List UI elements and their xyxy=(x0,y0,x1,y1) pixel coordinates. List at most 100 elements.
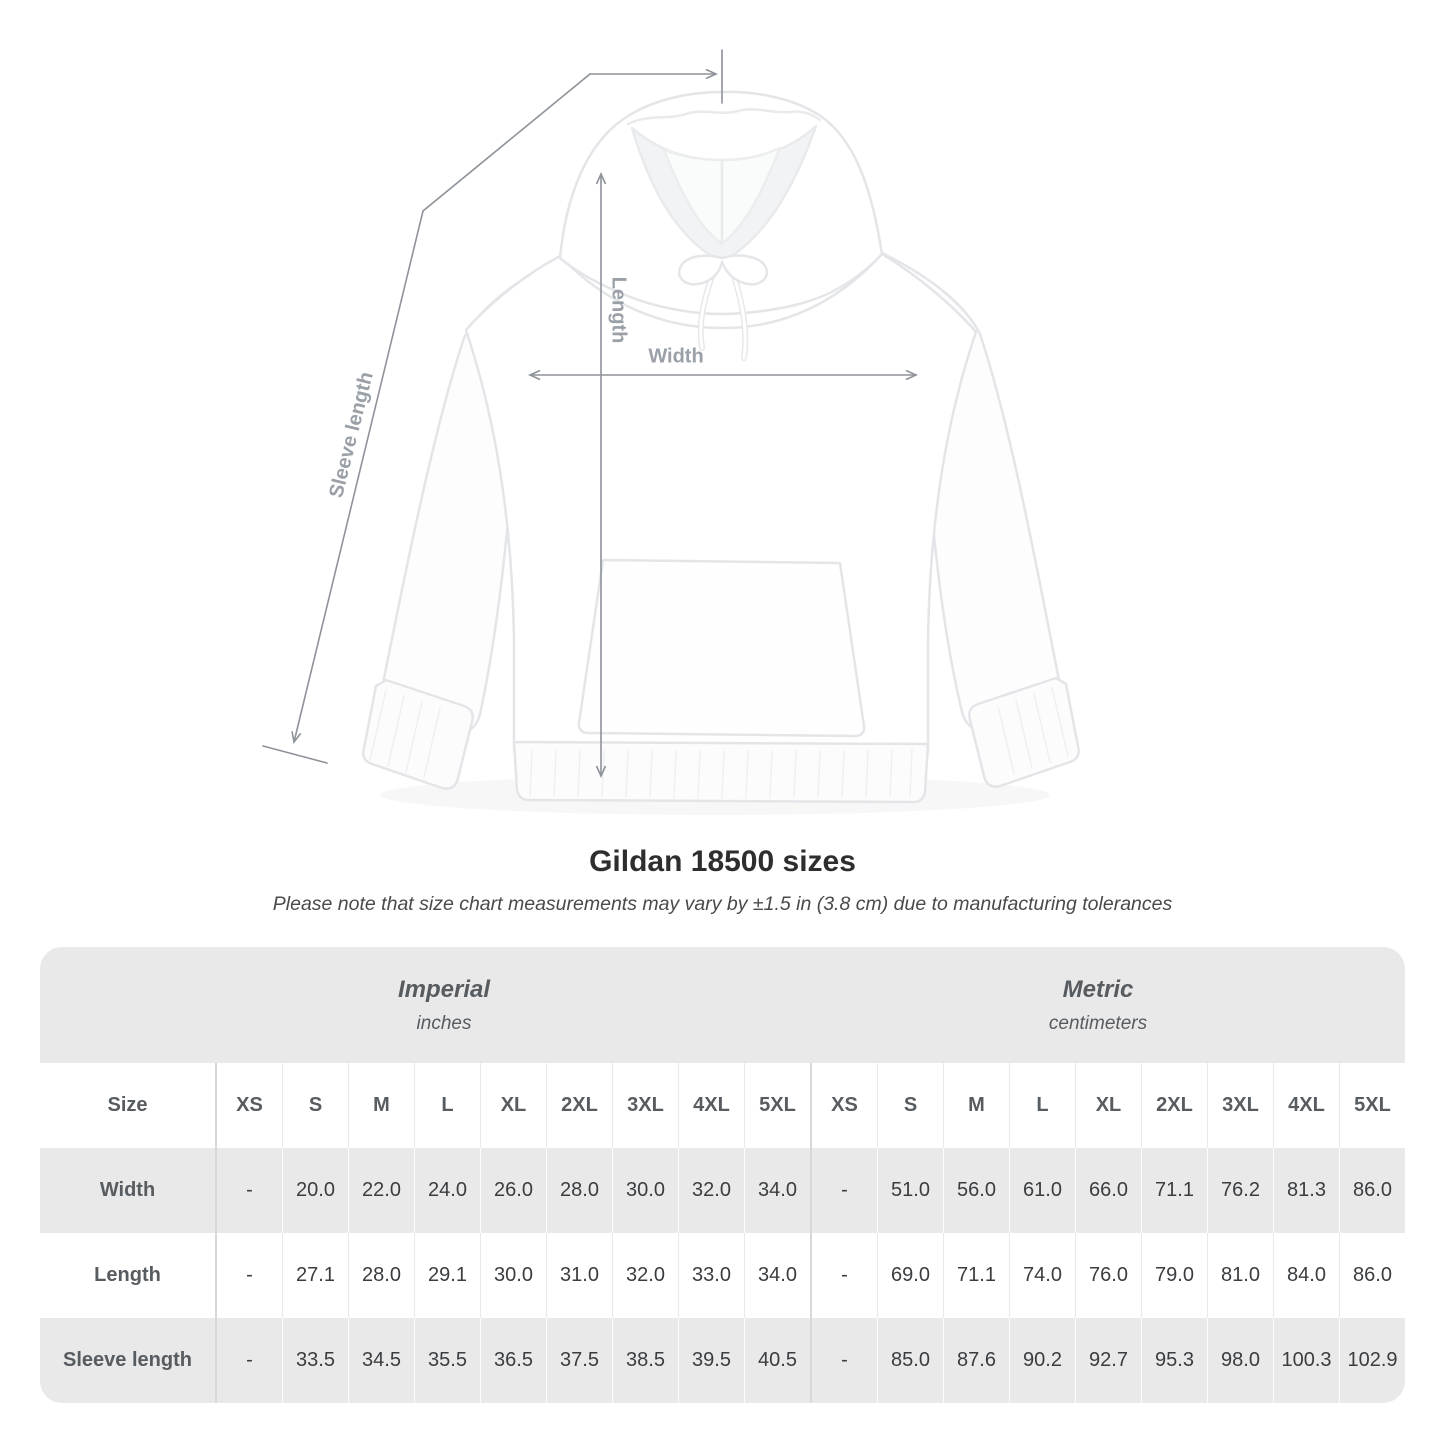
value-cell: 74.0 xyxy=(1009,1233,1075,1318)
size-header-cell: 3XL xyxy=(1207,1063,1273,1148)
size-table: Imperial inches Metric centimeters Size … xyxy=(40,947,1405,1403)
value-cell: 33.5 xyxy=(282,1318,348,1403)
value-cell: - xyxy=(215,1233,282,1318)
value-cell: 37.5 xyxy=(546,1318,612,1403)
width-row: Width -20.0 22.0 24.0 26.0 28.0 30.0 32.0 34.0 … xyxy=(40,1148,1405,1233)
value-cell: 40.5 xyxy=(744,1318,810,1403)
sleeve-length-row: Sleeve length -33.5 34.5 35.5 36.5 37.5 38.5 3… xyxy=(40,1318,1405,1403)
value-cell: 71.1 xyxy=(1141,1148,1207,1233)
value-cell: 100.3 xyxy=(1273,1318,1339,1403)
value-cell: 92.7 xyxy=(1075,1318,1141,1403)
value-cell: 38.5 xyxy=(612,1318,678,1403)
width-metric-values: -51.0 56.0 61.0 66.0 71.1 76.2 81.3 86.0 xyxy=(810,1148,1405,1233)
tolerance-note: Please note that size chart measurements… xyxy=(272,893,1173,915)
sleeve-metric-values: -85.0 87.6 90.2 92.7 95.3 98.0 100.3 102.9 xyxy=(810,1318,1405,1403)
value-cell: 34.0 xyxy=(744,1233,810,1318)
value-cell: 28.0 xyxy=(546,1148,612,1233)
value-cell: 34.0 xyxy=(744,1148,810,1233)
value-cell: 86.0 xyxy=(1339,1233,1405,1318)
value-cell: 85.0 xyxy=(877,1318,943,1403)
value-cell: 79.0 xyxy=(1141,1233,1207,1318)
size-header-cell: 4XL xyxy=(678,1063,744,1148)
value-cell: 86.0 xyxy=(1339,1148,1405,1233)
value-cell: 61.0 xyxy=(1009,1148,1075,1233)
hoodie-illustration xyxy=(262,49,1080,804)
value-cell: - xyxy=(810,1233,877,1318)
value-cell: 24.0 xyxy=(414,1148,480,1233)
group-title-metric: Metric centimeters xyxy=(1049,947,1147,1063)
value-cell: 34.5 xyxy=(348,1318,414,1403)
size-header-cell: 2XL xyxy=(546,1063,612,1148)
length-metric-values: -69.0 71.1 74.0 76.0 79.0 81.0 84.0 86.0 xyxy=(810,1233,1405,1318)
group-unit: inches xyxy=(416,1012,472,1034)
length-row: Length -27.1 28.0 29.1 30.0 31.0 32.0 33.0 34.0… xyxy=(40,1233,1405,1318)
size-header-row: Size XS S M L XL 2XL 3XL 4XL 5XL XS S M L XL 2XL 3XL 4X… xyxy=(40,1063,1405,1148)
value-cell: 95.3 xyxy=(1141,1318,1207,1403)
page-title: Gildan 18500 sizes xyxy=(589,845,856,878)
value-cell: 27.1 xyxy=(282,1233,348,1318)
group-name: Metric xyxy=(1062,975,1134,1003)
value-cell: 76.0 xyxy=(1075,1233,1141,1318)
hood-rim xyxy=(626,108,822,126)
value-cell: 102.9 xyxy=(1339,1318,1405,1403)
table-header-band: Imperial inches Metric centimeters xyxy=(40,947,1405,1063)
value-cell: 76.2 xyxy=(1207,1148,1273,1233)
value-cell: - xyxy=(810,1148,877,1233)
size-header-cell: S xyxy=(877,1063,943,1148)
value-cell: 56.0 xyxy=(943,1148,1009,1233)
group-title-imperial: Imperial inches xyxy=(398,947,490,1063)
metric-size-headers: XS S M L XL 2XL 3XL 4XL 5XL xyxy=(810,1063,1405,1148)
value-cell: - xyxy=(810,1318,877,1403)
value-cell: 66.0 xyxy=(1075,1148,1141,1233)
left-cuff xyxy=(362,678,474,790)
size-header-cell: XS xyxy=(810,1063,877,1148)
length-imperial-values: -27.1 28.0 29.1 30.0 31.0 32.0 33.0 34.0 xyxy=(215,1233,810,1318)
value-cell: 30.0 xyxy=(480,1233,546,1318)
size-header-cell: L xyxy=(414,1063,480,1148)
size-header-cell: 4XL xyxy=(1273,1063,1339,1148)
imperial-size-headers: XS S M L XL 2XL 3XL 4XL 5XL xyxy=(215,1063,810,1148)
row-label-width: Width xyxy=(99,1179,156,1201)
value-cell: 29.1 xyxy=(414,1233,480,1318)
value-cell: 35.5 xyxy=(414,1318,480,1403)
value-cell: 36.5 xyxy=(480,1318,546,1403)
group-unit: centimeters xyxy=(1048,1012,1148,1034)
size-header-cell: 3XL xyxy=(612,1063,678,1148)
value-cell: 71.1 xyxy=(943,1233,1009,1318)
size-header-cell: 2XL xyxy=(1141,1063,1207,1148)
sleeve-length-arrow xyxy=(291,73,591,744)
size-header-cell: 5XL xyxy=(1339,1063,1405,1148)
value-cell: 39.5 xyxy=(678,1318,744,1403)
value-cell: 87.6 xyxy=(943,1318,1009,1403)
size-header-cell: XL xyxy=(1075,1063,1141,1148)
value-cell: 22.0 xyxy=(348,1148,414,1233)
size-header-cell: XL xyxy=(480,1063,546,1148)
value-cell: 81.0 xyxy=(1207,1233,1273,1318)
drawstring-bow xyxy=(677,254,769,286)
value-cell: - xyxy=(215,1148,282,1233)
size-header-cell: 5XL xyxy=(744,1063,810,1148)
length-label: Length xyxy=(607,276,630,344)
cuff-ribs xyxy=(369,687,1069,779)
value-cell: - xyxy=(215,1318,282,1403)
row-label-sleeve-length: Sleeve length xyxy=(63,1349,192,1371)
value-cell: 31.0 xyxy=(546,1233,612,1318)
row-label-size: Size xyxy=(107,1094,148,1116)
kangaroo-pocket xyxy=(577,558,866,738)
value-cell: 30.0 xyxy=(612,1148,678,1233)
sleeve-bottom-tick xyxy=(262,745,328,764)
waistband xyxy=(512,740,930,804)
value-cell: 32.0 xyxy=(678,1148,744,1233)
size-header-cell: M xyxy=(943,1063,1009,1148)
value-cell: 26.0 xyxy=(480,1148,546,1233)
row-label-length: Length xyxy=(94,1264,161,1286)
width-imperial-values: -20.0 22.0 24.0 26.0 28.0 30.0 32.0 34.0 xyxy=(215,1148,810,1233)
value-cell: 32.0 xyxy=(612,1233,678,1318)
size-header-cell: XS xyxy=(215,1063,282,1148)
size-header-cell: S xyxy=(282,1063,348,1148)
value-cell: 51.0 xyxy=(877,1148,943,1233)
value-cell: 28.0 xyxy=(348,1233,414,1318)
value-cell: 20.0 xyxy=(282,1148,348,1233)
sleeve-imperial-values: -33.5 34.5 35.5 36.5 37.5 38.5 39.5 40.5 xyxy=(215,1318,810,1403)
